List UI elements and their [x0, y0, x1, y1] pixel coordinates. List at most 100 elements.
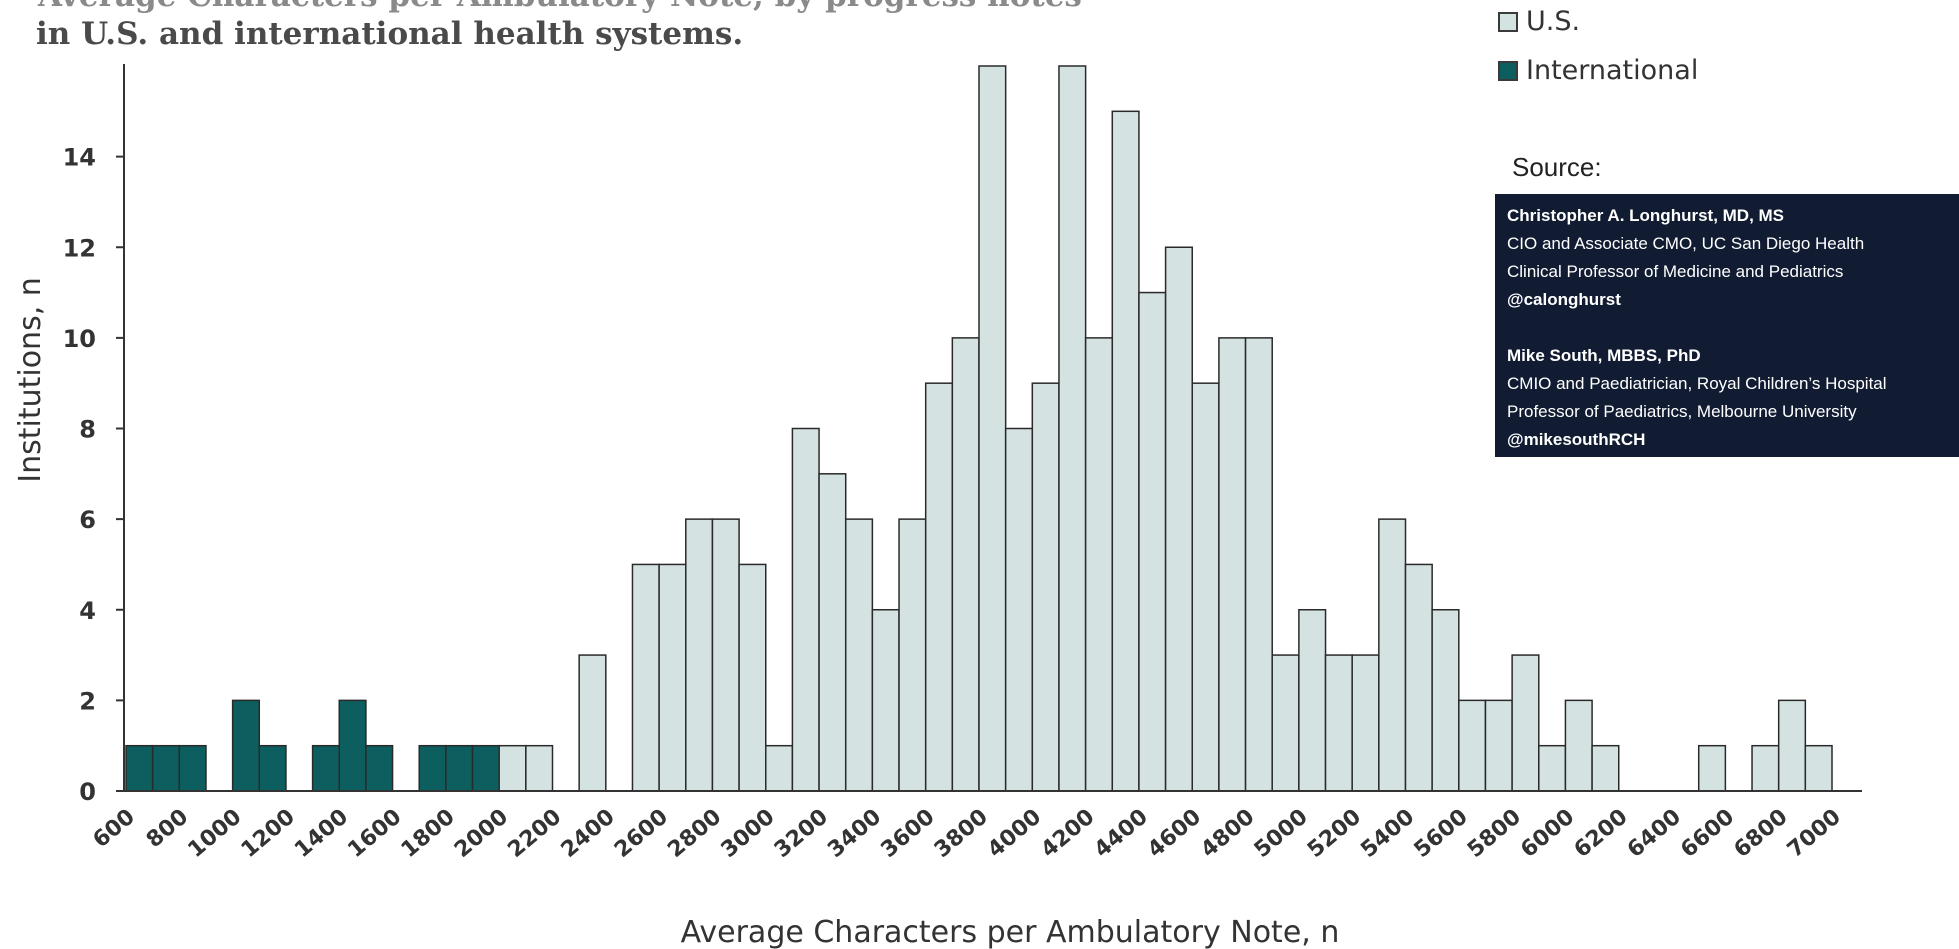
- author1-title: CIO and Associate CMO, UC San Diego Heal…: [1507, 234, 1865, 253]
- bar-us: [1271, 654, 1300, 792]
- bar-us: [1484, 699, 1513, 792]
- x-tick-label: 2800: [663, 804, 726, 863]
- bar-us: [1564, 699, 1593, 792]
- x-tick-label: 5000: [1250, 804, 1313, 863]
- x-tick-label: 600: [89, 804, 140, 853]
- x-tick-label: 6200: [1570, 804, 1633, 863]
- x-tick-label: 4600: [1143, 804, 1206, 863]
- bar-us: [1591, 744, 1620, 792]
- x-tick-label: 2600: [610, 804, 673, 863]
- bar-international: [338, 699, 367, 792]
- author2-name: Mike South, MBBS, PhD: [1507, 346, 1701, 365]
- x-axis-label: Average Characters per Ambulatory Note, …: [681, 915, 1340, 949]
- bar-us: [658, 563, 687, 792]
- legend-label-us: U.S.: [1526, 6, 1581, 37]
- bar-us: [1164, 246, 1193, 792]
- x-tick-label: 5400: [1356, 804, 1419, 863]
- bar-us: [924, 382, 954, 792]
- bar-us: [1511, 654, 1540, 792]
- x-tick-label: 1000: [184, 804, 247, 863]
- bar-international: [125, 744, 154, 792]
- x-tick-label: 5800: [1463, 804, 1526, 863]
- x-tick-label: 3400: [823, 804, 886, 863]
- bar-us: [871, 609, 900, 792]
- source-box: Christopher A. Longhurst, MD, MS CIO and…: [1495, 194, 1959, 457]
- bar-international: [418, 744, 447, 792]
- x-tick-label: 4800: [1196, 804, 1259, 863]
- bar-us: [738, 563, 767, 792]
- bar-international: [178, 744, 207, 792]
- bar-us: [1404, 563, 1433, 792]
- bar-us: [711, 518, 740, 792]
- x-tick-label: 1800: [397, 804, 460, 863]
- x-tick-label: 6000: [1516, 804, 1579, 863]
- bar-international: [231, 699, 261, 792]
- bar-us: [898, 518, 927, 792]
- author2-handle: @mikesouthRCH: [1507, 430, 1646, 449]
- x-tick-label: 5200: [1303, 804, 1366, 863]
- bar-us: [1804, 744, 1833, 792]
- bar-international: [311, 744, 340, 792]
- bar-international: [445, 744, 474, 792]
- x-tick-label: 3800: [930, 804, 993, 863]
- bar-us: [791, 427, 820, 792]
- bar-us: [1777, 699, 1807, 792]
- author1-handle: @calonghurst: [1507, 290, 1621, 309]
- bar-us: [978, 65, 1007, 792]
- author1-name: Christopher A. Longhurst, MD, MS: [1507, 206, 1785, 225]
- legend-item-us: U.S.: [1498, 6, 1580, 37]
- bar-us: [631, 563, 660, 792]
- bar-us: [525, 744, 554, 792]
- bar-us: [1004, 427, 1034, 792]
- legend-swatch-us: [1498, 11, 1518, 32]
- bar-us: [818, 473, 847, 792]
- legend-label-international: International: [1526, 55, 1699, 86]
- y-tick-label: 8: [79, 416, 96, 444]
- x-tick-label: 4000: [983, 804, 1046, 863]
- bar-us: [1351, 654, 1380, 792]
- bar-us: [578, 654, 607, 792]
- author2-title: CMIO and Paediatrician, Royal Children’s…: [1507, 374, 1887, 393]
- x-tick-label: 6600: [1676, 804, 1739, 863]
- y-tick-label: 10: [63, 325, 96, 353]
- bar-us: [1431, 609, 1460, 792]
- chart-title-line-1: Average Characters per Ambulatory Note, …: [38, 0, 1082, 14]
- bar-international: [258, 744, 287, 792]
- x-tick-label: 3200: [770, 804, 833, 863]
- y-axis-label: Institutions, n: [13, 277, 48, 483]
- bar-us: [1031, 382, 1060, 792]
- y-tick-label: 2: [79, 687, 96, 715]
- bar-us: [1111, 110, 1140, 792]
- x-tick-label: 2400: [557, 804, 620, 863]
- bar-us: [1378, 518, 1407, 792]
- bar-us: [1751, 744, 1780, 792]
- bar-us: [844, 518, 874, 792]
- bar-us: [1458, 699, 1487, 792]
- author2-title-2: Professor of Paediatrics, Melbourne Univ…: [1507, 402, 1857, 421]
- x-tick-label: 3000: [717, 804, 780, 863]
- legend-item-international: International: [1498, 55, 1698, 86]
- y-tick-label: 4: [79, 597, 96, 625]
- bar-us: [1697, 744, 1727, 792]
- y-tick-label: 14: [63, 144, 96, 172]
- chart-title-line-2: in U.S. and international health systems…: [36, 16, 744, 52]
- bar-us: [1058, 65, 1087, 792]
- bar-us: [1191, 382, 1220, 792]
- x-tick-label: 6800: [1730, 804, 1793, 863]
- x-tick-label: 7000: [1783, 804, 1846, 863]
- bar-us: [1298, 609, 1327, 792]
- bar-us: [685, 518, 714, 792]
- y-tick-label: 12: [63, 234, 96, 262]
- bar-us: [1084, 337, 1114, 792]
- bar-us: [1324, 654, 1353, 792]
- bar-us: [1244, 337, 1273, 792]
- y-tick-label: 6: [79, 506, 96, 534]
- bar-us: [498, 744, 527, 792]
- x-tick-label: 5600: [1410, 804, 1473, 863]
- x-tick-label: 3600: [877, 804, 940, 863]
- x-tick-label: 1600: [343, 804, 406, 863]
- x-tick-label: 1200: [237, 804, 300, 863]
- bar-us: [951, 337, 980, 792]
- author1-title-2: Clinical Professor of Medicine and Pedia…: [1507, 262, 1844, 281]
